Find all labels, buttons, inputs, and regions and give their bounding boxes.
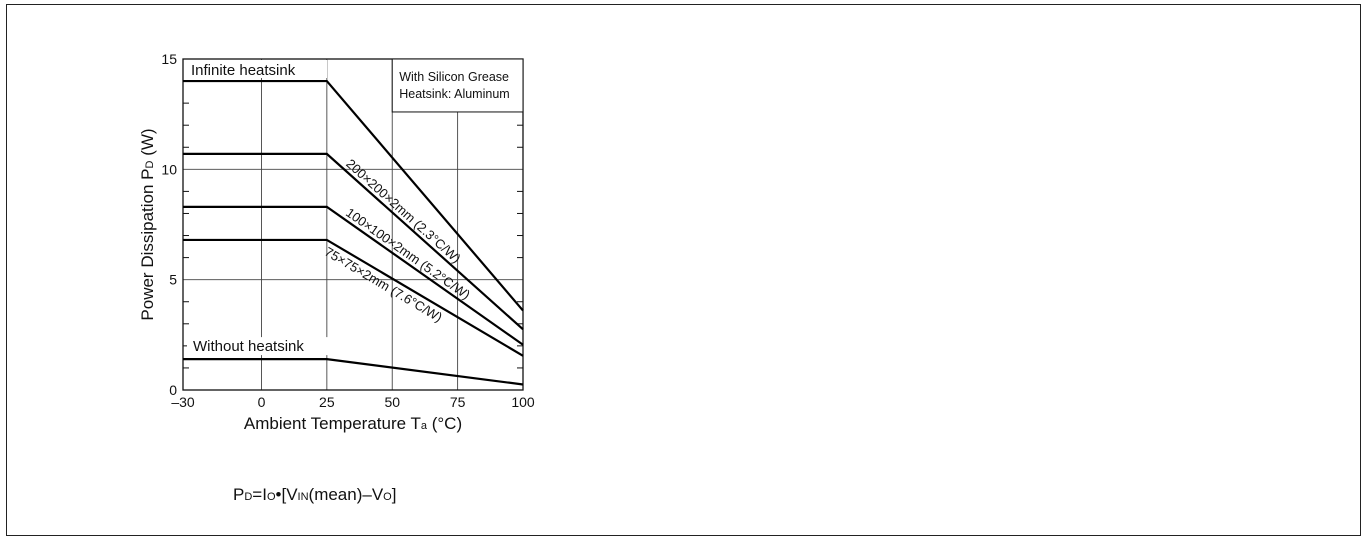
formula-close: ] <box>392 485 397 504</box>
x-axis-title-main: Ambient Temperature T <box>244 414 421 433</box>
x-axis-title-unit: (°C) <box>427 414 462 433</box>
y-tick-label: 0 <box>169 382 177 398</box>
annotation-line-1: With Silicon Grease <box>399 70 509 84</box>
series-label-bg-0 <box>185 60 327 78</box>
x-tick-label: 50 <box>384 394 400 410</box>
formula-p: P <box>233 485 244 504</box>
y-axis-title-unit: (W) <box>138 128 157 160</box>
annotation-box: With Silicon Grease Heatsink: Aluminum <box>391 58 524 113</box>
y-tick-labels: 0 5 10 15 <box>161 51 177 398</box>
power-dissipation-chart: With Silicon Grease Heatsink: Aluminum In… <box>138 51 535 504</box>
x-tick-label: 0 <box>258 394 266 410</box>
formula-vo-sub: O <box>383 491 392 503</box>
y-tick-label: 15 <box>161 51 177 67</box>
formula: PD=IO•[VIN(mean)–VO] <box>233 485 396 504</box>
formula-io-sub: O <box>267 491 276 503</box>
series-line-1 <box>183 152 524 331</box>
x-tick-label: 100 <box>511 394 535 410</box>
annotation-frame <box>391 58 524 113</box>
figure-frame: With Silicon Grease Heatsink: Aluminum In… <box>6 4 1361 536</box>
formula-mean: (mean)–V <box>309 485 384 504</box>
x-axis-title: Ambient Temperature Ta (°C) <box>244 414 462 433</box>
y-tick-label: 5 <box>169 272 177 288</box>
series-line-4 <box>183 358 524 386</box>
series-label-4: Without heatsink <box>193 338 304 355</box>
x-axis-title-sub: a <box>421 420 428 432</box>
x-tick-label: 75 <box>450 394 466 410</box>
series-line-3 <box>183 238 524 357</box>
y-axis-title-sub: D <box>144 160 156 168</box>
y-axis-title: Power Dissipation PD (W) <box>138 128 157 320</box>
x-tick-labels: –30 0 25 50 75 100 <box>171 394 535 410</box>
x-tick-label: 25 <box>319 394 335 410</box>
series-label-0: Infinite heatsink <box>191 62 296 79</box>
series-line-2 <box>183 205 524 346</box>
grid <box>183 59 523 390</box>
y-tick-label: 10 <box>161 161 177 177</box>
y-axis-title-main: Power Dissipation P <box>138 168 157 320</box>
x-tick-label: –30 <box>171 394 195 410</box>
formula-vin-sub: IN <box>298 491 309 503</box>
formula-eq: =I <box>252 485 267 504</box>
plot-frame <box>182 58 524 391</box>
annotation-line-2: Heatsink: Aluminum <box>399 87 509 101</box>
series-line-0 <box>183 79 524 312</box>
series-label-bg-4 <box>187 337 329 356</box>
series-label-3: 75×75×2mm (7.6°C/W) <box>322 244 445 325</box>
formula-bullet: •[V <box>276 485 299 504</box>
formula-p-sub: D <box>244 491 252 503</box>
